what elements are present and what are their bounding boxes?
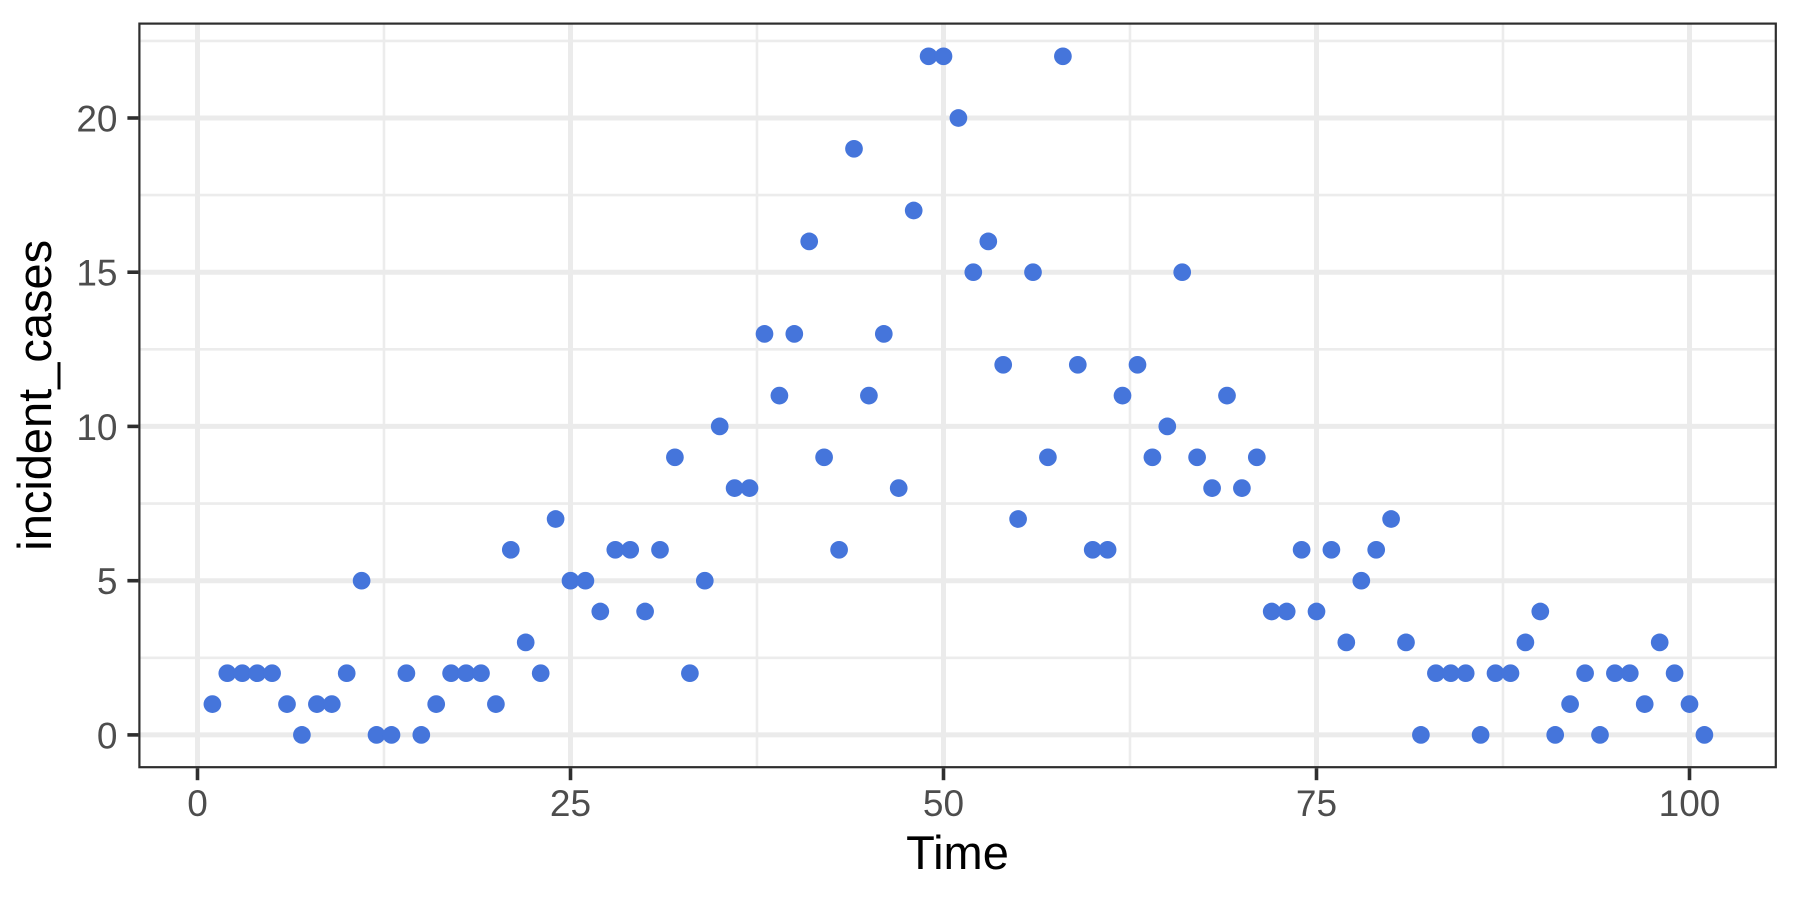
svg-text:75: 75: [1296, 783, 1337, 824]
svg-text:incident_cases: incident_cases: [8, 240, 61, 551]
svg-text:50: 50: [923, 783, 964, 824]
svg-text:10: 10: [76, 407, 117, 448]
svg-text:15: 15: [76, 253, 117, 294]
svg-text:5: 5: [97, 561, 118, 602]
svg-text:100: 100: [1659, 783, 1721, 824]
svg-text:0: 0: [187, 783, 208, 824]
svg-text:Time: Time: [906, 826, 1009, 879]
svg-text:0: 0: [97, 715, 118, 756]
svg-text:25: 25: [550, 783, 591, 824]
svg-text:20: 20: [76, 99, 117, 140]
